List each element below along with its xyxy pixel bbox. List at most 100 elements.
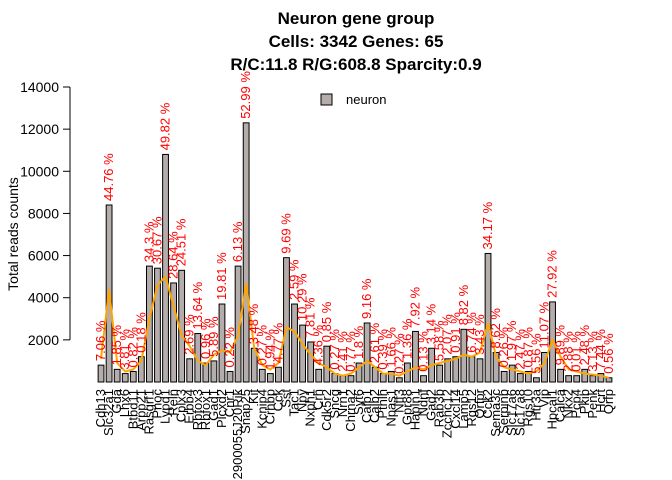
percent-label: 2.07 %: [440, 314, 455, 355]
x-axis-tick-label: Serpinb: [496, 389, 511, 434]
percent-label: 3.48 %: [246, 303, 261, 344]
y-axis-tick-label: 14000: [20, 79, 59, 95]
x-axis-tick-label: Ntf3: [391, 389, 406, 413]
y-axis: 2000 4000 6000 8000 10000 12000 14000: [20, 79, 71, 348]
bar: [605, 377, 613, 383]
percent-label: 0.91 %: [448, 312, 463, 353]
percent-label: 30.67 %: [150, 216, 165, 264]
x-axis-tick-label: Zcchc12: [440, 389, 455, 438]
percent-label: 1.85 %: [109, 324, 124, 365]
x-axis-tick-label: Cdh13: [93, 389, 108, 427]
bar: [573, 375, 581, 383]
percent-label: 7.92 %: [408, 286, 423, 327]
bar: [589, 375, 597, 383]
x-axis-tick-label: Penk: [585, 389, 600, 419]
x-axis-tick-label: Snap25: [238, 389, 253, 434]
bar: [412, 330, 419, 383]
x-axis-tick-label: Lypd1: [158, 389, 173, 424]
x-axis-tick-label: 2900055J20Rik: [230, 389, 245, 480]
x-axis-tick-label: Calb1: [359, 389, 374, 423]
bar: [581, 368, 589, 383]
x-axis-tick-label: Crhbp: [262, 389, 277, 424]
bar: [226, 370, 234, 383]
percent-label: 0.82 %: [125, 327, 140, 368]
percent-label: 0.18 %: [133, 312, 148, 353]
percent-label: 9.69 %: [279, 213, 294, 254]
percent-label: 1.97 %: [504, 320, 519, 361]
bar: [186, 358, 194, 383]
x-axis-tick-label: Hcrt: [593, 389, 608, 413]
percent-label: 6.74 %: [464, 312, 479, 353]
percent-label: 1.8 %: [351, 325, 366, 359]
bar: [210, 360, 218, 383]
x-axis-tick-label: Crh: [311, 389, 326, 410]
bar: [299, 324, 306, 383]
bar: [283, 257, 290, 383]
percent-label: 5.89 %: [206, 316, 221, 357]
x-axis-tick-label: Ndnf: [416, 389, 431, 417]
percent-label: 6.13 %: [230, 221, 245, 262]
chart-title: Neuron gene group Cells: 3342 Genes: 65 …: [230, 9, 481, 74]
percent-label: 1.94 %: [262, 329, 277, 370]
bar: [113, 368, 121, 383]
bar: [363, 322, 371, 383]
bar: [508, 364, 516, 383]
percent-label: 0.22 %: [222, 327, 237, 368]
percent-label: 9.89 %: [553, 324, 568, 365]
bar: [355, 362, 363, 383]
x-axis-tick-label: Tac1: [287, 389, 302, 416]
x-axis-tick-label: Slc17a6: [504, 389, 519, 436]
percent-label: 9.16 %: [359, 278, 374, 319]
percent-label: 5.56 %: [528, 333, 543, 374]
x-axis-tick-label: Lamp5: [456, 389, 471, 429]
x-axis-tick-label: Cnr1: [222, 389, 237, 417]
chart-title-line-1: Neuron gene group: [278, 9, 435, 28]
bar: [307, 341, 315, 383]
x-axis-tick-label: Pthlh: [375, 389, 390, 419]
bar: [468, 356, 476, 383]
percent-label: 1.36 %: [399, 318, 414, 359]
x-axis-tick-label: Chrna2: [343, 389, 358, 432]
x-axis-tick-label: Vip: [537, 389, 552, 408]
x-axis-tick-label: Btbd11: [125, 389, 140, 429]
percent-label: 5.58 %: [432, 320, 447, 361]
x-axis-tick-label: Rbfox3: [190, 389, 205, 430]
x-axis-tick-label: Qrfp: [601, 389, 616, 414]
bar: [395, 377, 403, 383]
bar: [420, 375, 427, 383]
x-axis-tick-label: Cck2: [480, 389, 495, 419]
bar: [162, 153, 169, 383]
x-axis-tick-label: Nkx2: [561, 389, 576, 419]
percent-label: 19.81 %: [214, 252, 229, 300]
y-axis-tick-label: 4000: [28, 290, 59, 306]
x-axis-tick-label: Erbb4: [182, 389, 197, 424]
x-axis-tick-label: Nxph1: [303, 389, 318, 427]
bar: [500, 370, 508, 383]
bar: [347, 375, 355, 383]
x-axis-tick-label: Rab3b: [432, 389, 447, 427]
percent-label: 28.64 %: [166, 231, 181, 279]
percent-label: 1.66 %: [383, 327, 398, 368]
percent-label: 0.85 %: [319, 301, 334, 342]
percent-label: 2.69 %: [182, 314, 197, 355]
x-axis-tick-label: Calb2: [367, 389, 382, 423]
trend-line: [100, 274, 610, 379]
x-axis-tick-label: Cck: [270, 389, 285, 412]
bar: [194, 333, 202, 383]
x-axis-tick-label: Kit: [246, 389, 261, 405]
percent-label: 0.56 %: [601, 333, 616, 374]
x-axis-tick-label: Gda: [109, 388, 124, 413]
percent-label: 11.07 %: [537, 301, 552, 348]
percent-label: 0.77 %: [343, 331, 358, 372]
x-axis-tick-label: Slc17a8: [512, 389, 527, 436]
x-axis-tick-label: Calca: [553, 388, 568, 422]
bar: [379, 373, 387, 383]
x-axis-tick-label: Sncg: [327, 389, 342, 419]
x-axis-tick-label: Plcxd2: [214, 389, 229, 428]
percent-label: 34.3 %: [141, 221, 156, 262]
percent-label: 7.44 %: [593, 329, 608, 370]
bar: [275, 366, 282, 383]
x-axis-tick-label: Sema3c: [488, 389, 503, 437]
x-axis-tick-label: Slc32a1: [101, 389, 116, 436]
percent-label: 2.88 %: [561, 331, 576, 372]
